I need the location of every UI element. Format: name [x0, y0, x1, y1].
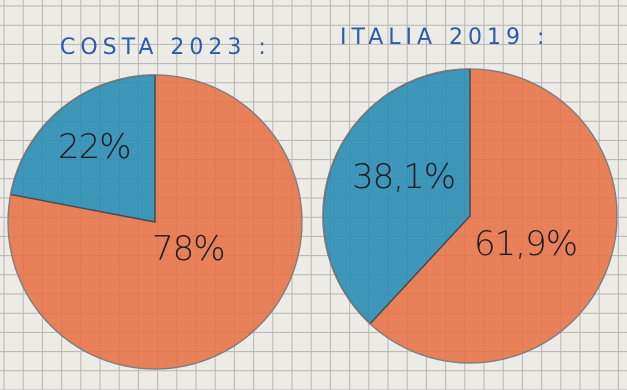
- chart-2-title: ITALIA 2019 :: [340, 25, 549, 50]
- slice-label-italia-orange: 61,9%: [474, 224, 577, 264]
- pie-outline-costa: [7, 74, 303, 370]
- pie-outline-italia: [322, 68, 618, 364]
- slice-label-costa-orange: 78%: [152, 229, 225, 269]
- pie-chart-italia: [322, 68, 618, 364]
- pie-chart-costa: [7, 74, 303, 370]
- chart-1-title: COSTA 2023 :: [60, 35, 271, 60]
- slice-label-italia-blue: 38,1%: [352, 157, 455, 197]
- slice-label-costa-blue: 22%: [58, 127, 131, 167]
